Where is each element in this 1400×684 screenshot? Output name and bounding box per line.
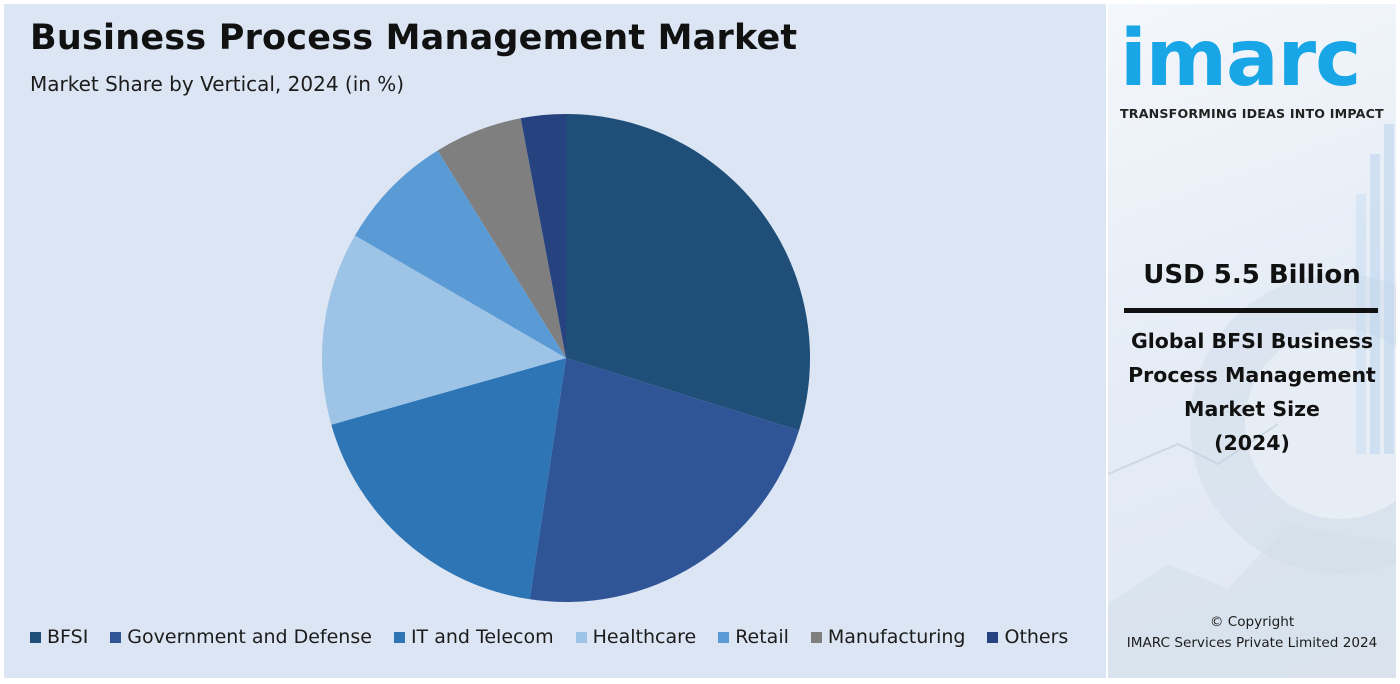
- copyright-line: © Copyright: [1209, 614, 1295, 630]
- market-value: USD 5.5 Billion: [1143, 260, 1361, 290]
- pie-chart: [321, 114, 811, 603]
- pie-slice-healthcare: [321, 235, 566, 425]
- legend-swatch: [718, 631, 730, 643]
- legend-item-healthcare: Healthcare: [575, 626, 697, 648]
- market-description-line: Global BFSI Business: [1130, 329, 1374, 353]
- market-description-line: Market Size: [1184, 397, 1320, 421]
- legend-swatch: [110, 631, 122, 643]
- legend-item-retail: Retail: [718, 626, 789, 648]
- side-panel: imarc TRANSFORMING IDEAS INTO IMPACT USD…: [1108, 4, 1396, 678]
- legend-swatch: [30, 631, 41, 643]
- market-description: Global BFSI Business Process Management …: [1114, 324, 1390, 460]
- legend-swatch: [575, 631, 587, 643]
- legend-label: Others: [1004, 626, 1069, 648]
- logo-wordmark: imarc: [1120, 14, 1361, 104]
- chart-title: Business Process Management Market: [30, 18, 798, 58]
- pie-slice-government-and-defense: [529, 358, 799, 603]
- chart-subtitle: Market Share by Vertical, 2024 (in %): [30, 72, 405, 96]
- background-chart-decoration: [1108, 124, 1396, 678]
- legend-item-bfsi: BFSI: [30, 626, 88, 648]
- legend-item-government-and-defense: Government and Defense: [110, 626, 372, 648]
- legend-label: Manufacturing: [827, 626, 966, 648]
- market-description-line: (2024): [1214, 431, 1290, 455]
- chart-panel: Business Process Management Market Marke…: [4, 4, 1106, 678]
- pie-slice-bfsi: [566, 114, 811, 431]
- copyright-line: IMARC Services Private Limited 2024: [1126, 635, 1378, 651]
- pie-slice-others: [520, 114, 566, 358]
- legend-item-manufacturing: Manufacturing: [810, 626, 966, 648]
- legend-item-others: Others: [987, 626, 1068, 648]
- value-divider: [1124, 308, 1378, 313]
- legend-label: Retail: [735, 626, 789, 648]
- legend-swatch: [393, 631, 405, 643]
- legend-label: BFSI: [47, 626, 89, 648]
- market-description-line: Process Management: [1128, 363, 1376, 387]
- pie-slice-retail: [354, 150, 566, 358]
- legend-swatch: [810, 631, 822, 643]
- pie-slice-it-and-telecom: [331, 358, 566, 600]
- imarc-logo: imarc TRANSFORMING IDEAS INTO IMPACT: [1120, 20, 1390, 121]
- legend-label: Government and Defense: [127, 626, 372, 648]
- legend-item-it-and-telecom: IT and Telecom: [393, 626, 554, 648]
- legend-label: IT and Telecom: [410, 626, 554, 648]
- chart-legend: BFSI Government and Defense IT and Telecom…: [30, 626, 1068, 648]
- legend-label: Healthcare: [592, 626, 697, 648]
- pie-slices: [321, 114, 811, 603]
- legend-swatch: [987, 631, 999, 643]
- pie-slice-manufacturing: [437, 118, 566, 359]
- logo-tagline: TRANSFORMING IDEAS INTO IMPACT: [1120, 106, 1384, 121]
- copyright-notice: © Copyright IMARC Services Private Limit…: [1108, 612, 1396, 654]
